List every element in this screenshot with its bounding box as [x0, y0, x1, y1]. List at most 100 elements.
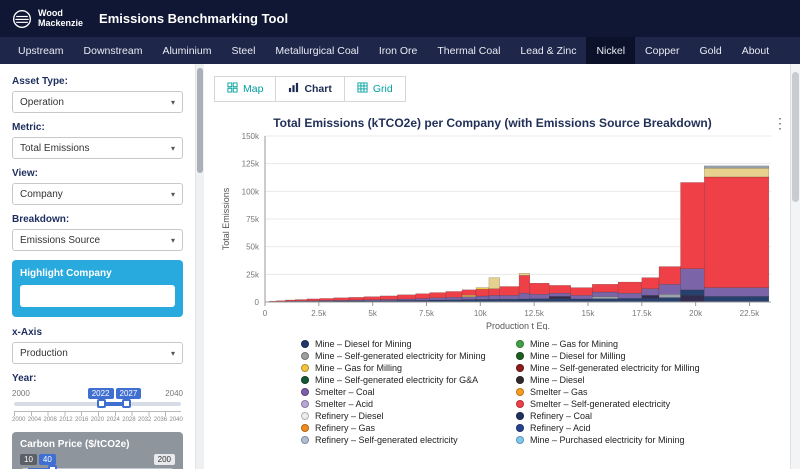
chart-bar-segment[interactable] — [592, 292, 618, 296]
year-range-start[interactable]: 2022 — [88, 388, 114, 399]
legend-item[interactable]: Mine – Diesel — [516, 375, 751, 385]
chart-bar-segment[interactable] — [549, 296, 571, 298]
chart-bar-segment[interactable] — [446, 297, 462, 300]
chart-bar-segment[interactable] — [571, 288, 593, 296]
nav-item-thermal-coal[interactable]: Thermal Coal — [427, 37, 510, 64]
chart-bar-segment[interactable] — [476, 296, 489, 299]
legend-item[interactable]: Refinery – Coal — [516, 411, 751, 421]
chart-bar-segment[interactable] — [530, 283, 549, 294]
chart-bar-segment[interactable] — [681, 182, 705, 268]
chart-bar-segment[interactable] — [519, 293, 530, 299]
chart-bar-segment[interactable] — [681, 295, 705, 302]
nav-item-upstream[interactable]: Upstream — [8, 37, 74, 64]
chart-bar-segment[interactable] — [349, 297, 364, 300]
chart-bar-segment[interactable] — [618, 293, 642, 298]
carbon-price-value[interactable]: 40 — [39, 454, 56, 465]
nav-item-downstream[interactable]: Downstream — [74, 37, 153, 64]
chart-bar-segment[interactable] — [704, 296, 769, 302]
chart-bar-segment[interactable] — [704, 166, 769, 168]
chart-bar-segment[interactable] — [618, 282, 642, 293]
chart-bar-segment[interactable] — [416, 294, 430, 299]
chart-bar-segment[interactable] — [476, 289, 489, 296]
legend-item[interactable]: Mine – Self-generated electricity for Mi… — [516, 363, 751, 373]
chart-bar-segment[interactable] — [397, 295, 415, 299]
emissions-chart-svg[interactable]: 025k50k75k100k125k150k02.5k5k7.5k10k12.5… — [215, 130, 781, 330]
legend-item[interactable]: Mine – Purchased electricity for Mining — [516, 435, 751, 445]
chart-bar-segment[interactable] — [320, 298, 334, 300]
chart-bar-segment[interactable] — [285, 300, 295, 301]
legend-item[interactable]: Refinery – Diesel — [301, 411, 516, 421]
legend-item[interactable]: Mine – Self-generated electricity for G&… — [301, 375, 516, 385]
chart-bar-segment[interactable] — [430, 298, 446, 300]
chart-bar-segment[interactable] — [295, 300, 307, 301]
chart-bar-segment[interactable] — [519, 275, 530, 293]
tab-grid[interactable]: Grid — [344, 76, 406, 102]
tab-chart[interactable]: Chart — [275, 76, 344, 102]
chart-bar-segment[interactable] — [549, 293, 571, 296]
chart-bar-segment[interactable] — [307, 299, 320, 301]
legend-item[interactable]: Smelter – Gas — [516, 387, 751, 397]
legend-item[interactable]: Refinery – Gas — [301, 423, 516, 433]
chart-bar-segment[interactable] — [489, 295, 500, 299]
legend-item[interactable]: Mine – Gas for Mining — [516, 339, 751, 349]
asset-type-select[interactable]: Operation ▾ — [12, 91, 183, 113]
year-slider-handle-end[interactable] — [122, 399, 131, 408]
chart-bar-segment[interactable] — [277, 301, 286, 302]
legend-item[interactable]: Mine – Gas for Milling — [301, 363, 516, 373]
chart-bar-segment[interactable] — [462, 297, 476, 300]
chart-bar-segment[interactable] — [462, 295, 476, 297]
chart-bar-segment[interactable] — [364, 297, 380, 300]
chart-bar-segment[interactable] — [592, 296, 618, 298]
legend-item[interactable]: Smelter – Coal — [301, 387, 516, 397]
chart-bar-segment[interactable] — [571, 295, 593, 299]
sidebar-scrollbar[interactable] — [196, 64, 204, 469]
chart-bar-segment[interactable] — [704, 288, 769, 297]
legend-item[interactable]: Smelter – Self-generated electricity — [516, 399, 751, 409]
chart-bar-segment[interactable] — [659, 267, 681, 285]
nav-item-nickel[interactable]: Nickel — [586, 37, 635, 64]
page-scrollbar[interactable] — [790, 64, 800, 469]
legend-item[interactable]: Refinery – Acid — [516, 423, 751, 433]
chart-bar-segment[interactable] — [430, 293, 446, 298]
year-slider-handle-start[interactable] — [97, 399, 106, 408]
nav-item-metallurgical-coal[interactable]: Metallurgical Coal — [265, 37, 368, 64]
chart-bar-segment[interactable] — [681, 290, 705, 296]
nav-item-about[interactable]: About — [732, 37, 779, 64]
chart-bar-segment[interactable] — [446, 291, 462, 297]
chart-bar-segment[interactable] — [500, 287, 519, 296]
legend-item[interactable]: Mine – Self-generated electricity for Mi… — [301, 351, 516, 361]
chart-bar-segment[interactable] — [462, 290, 476, 295]
chart-bar-segment[interactable] — [642, 289, 659, 296]
legend-item[interactable]: Refinery – Self-generated electricity — [301, 435, 516, 445]
chart-bar-segment[interactable] — [704, 168, 769, 177]
chart-bar-segment[interactable] — [549, 285, 571, 293]
chart-bar-segment[interactable] — [618, 298, 642, 302]
chart-bar-segment[interactable] — [642, 295, 659, 298]
legend-item[interactable]: Mine – Diesel for Mining — [301, 339, 516, 349]
chart-bar-segment[interactable] — [659, 284, 681, 294]
breakdown-select[interactable]: Emissions Source ▾ — [12, 229, 183, 251]
legend-item[interactable]: Mine – Diesel for Milling — [516, 351, 751, 361]
view-select[interactable]: Company ▾ — [12, 183, 183, 205]
nav-item-lead-zinc[interactable]: Lead & Zinc — [510, 37, 586, 64]
nav-item-steel[interactable]: Steel — [221, 37, 265, 64]
metric-select[interactable]: Total Emissions ▾ — [12, 137, 183, 159]
highlight-company-input[interactable] — [20, 285, 175, 307]
chart-bar-segment[interactable] — [659, 294, 681, 297]
chart-bar-segment[interactable] — [416, 298, 430, 300]
chart-bar-segment[interactable] — [489, 278, 500, 289]
carbon-price-low[interactable]: 10 — [20, 454, 37, 465]
carbon-price-high[interactable]: 200 — [154, 454, 175, 465]
tab-map[interactable]: Map — [214, 76, 276, 102]
chart-bar-segment[interactable] — [500, 295, 519, 299]
nav-item-iron-ore[interactable]: Iron Ore — [369, 37, 428, 64]
chart-bar-segment[interactable] — [476, 288, 489, 290]
chart-bar-segment[interactable] — [681, 269, 705, 290]
chart-bar-segment[interactable] — [334, 298, 349, 300]
x-axis-select[interactable]: Production ▾ — [12, 342, 183, 364]
chart-bar-segment[interactable] — [642, 278, 659, 289]
chart-bar-segment[interactable] — [397, 299, 415, 300]
chart-bar-segment[interactable] — [380, 296, 397, 300]
legend-item[interactable]: Smelter – Acid — [301, 399, 516, 409]
chart-bar-segment[interactable] — [489, 289, 500, 296]
